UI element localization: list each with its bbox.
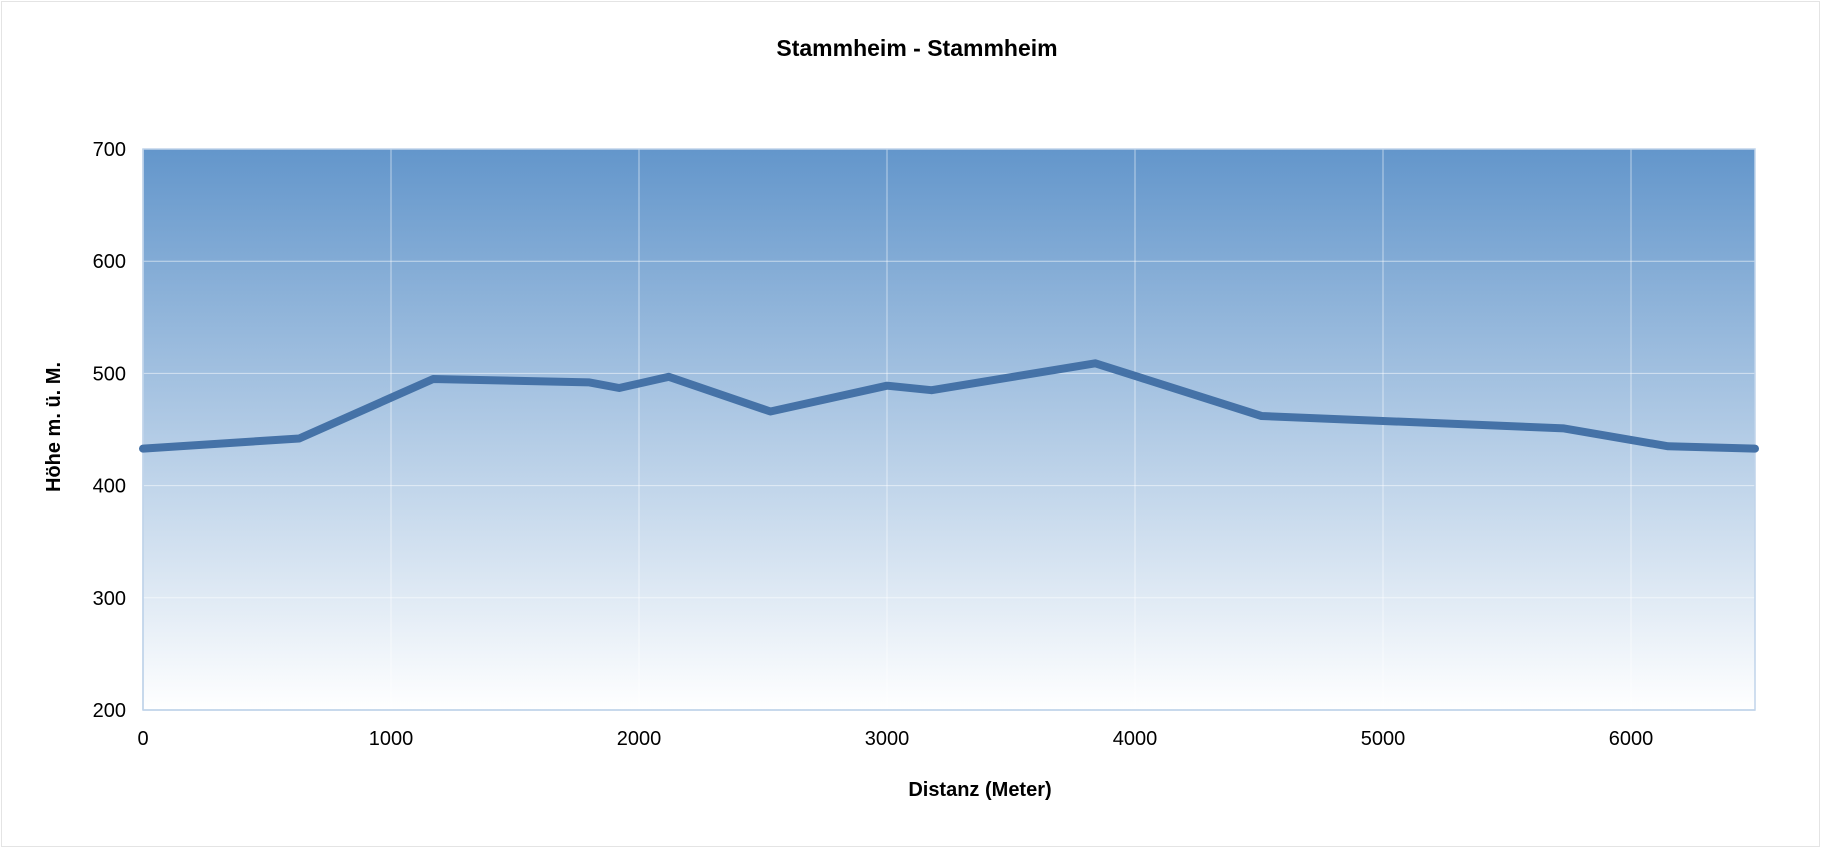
x-axis-title: Distanz (Meter) bbox=[908, 779, 1051, 801]
y-tick-label: 500 bbox=[93, 363, 126, 385]
data-point bbox=[298, 437, 300, 439]
data-point bbox=[931, 389, 933, 391]
data-point bbox=[432, 378, 434, 380]
data-point bbox=[886, 385, 888, 387]
elevation-line bbox=[139, 359, 1759, 453]
y-tick-label: 700 bbox=[93, 139, 126, 161]
data-point bbox=[1563, 427, 1565, 429]
x-tick-label: 6000 bbox=[1609, 728, 1654, 750]
data-point bbox=[668, 376, 670, 378]
y-axis-title: Höhe m. ü. M. bbox=[43, 362, 65, 492]
data-point bbox=[142, 448, 144, 450]
data-point bbox=[1667, 445, 1669, 447]
y-tick-label: 300 bbox=[93, 588, 126, 610]
x-tick-label: 0 bbox=[137, 728, 148, 750]
data-point bbox=[618, 387, 620, 389]
data-point bbox=[1754, 448, 1756, 450]
data-point bbox=[588, 381, 590, 383]
x-axis-ticks: 0 1000 2000 3000 4000 5000 6000 bbox=[137, 728, 1653, 750]
x-tick-label: 5000 bbox=[1361, 728, 1406, 750]
plot-area bbox=[143, 149, 1755, 710]
y-tick-label: 200 bbox=[93, 700, 126, 722]
y-axis-ticks: 200 300 400 500 600 700 bbox=[93, 139, 126, 722]
chart-title: Stammheim - Stammheim bbox=[776, 35, 1057, 61]
y-tick-label: 600 bbox=[93, 251, 126, 273]
data-point bbox=[769, 411, 771, 413]
data-point bbox=[1260, 415, 1262, 417]
x-tick-label: 3000 bbox=[865, 728, 910, 750]
axes bbox=[142, 148, 1756, 711]
data-point bbox=[1094, 362, 1096, 364]
y-tick-label: 400 bbox=[93, 476, 126, 498]
series-group bbox=[139, 359, 1759, 453]
x-tick-label: 4000 bbox=[1113, 728, 1158, 750]
x-tick-label: 2000 bbox=[617, 728, 662, 750]
x-tick-label: 1000 bbox=[369, 728, 414, 750]
